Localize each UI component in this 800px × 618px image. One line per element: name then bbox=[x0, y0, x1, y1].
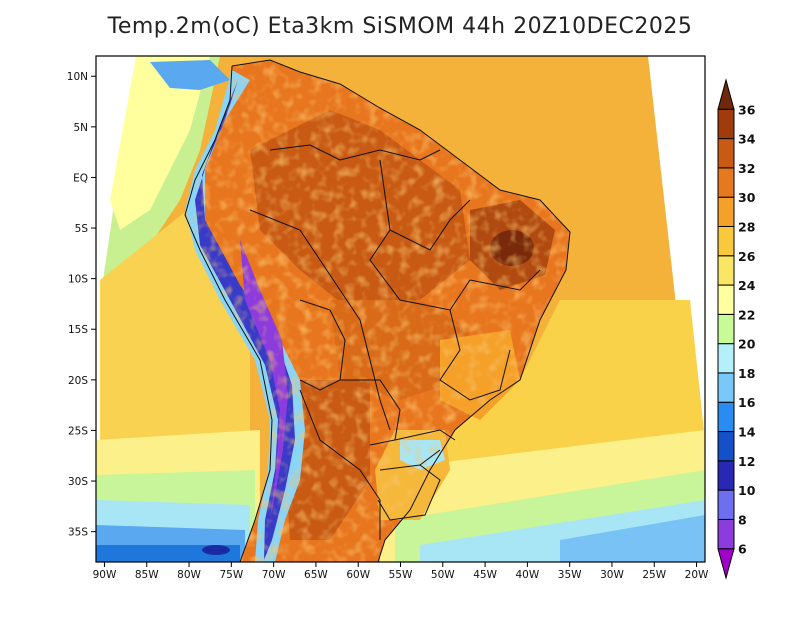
border-states-2 bbox=[439, 269, 541, 401]
colorbar-label: 18 bbox=[738, 366, 755, 381]
border-states-1 bbox=[369, 159, 471, 311]
border-states-3 bbox=[394, 429, 456, 466]
colorbar-label: 10 bbox=[738, 483, 756, 498]
x-tick-label: 20W bbox=[685, 569, 709, 581]
colorbar-label: 8 bbox=[738, 512, 747, 527]
border-brazil-north bbox=[269, 144, 441, 161]
colorbar-label: 12 bbox=[738, 454, 755, 469]
x-tick-label: 40W bbox=[516, 569, 540, 581]
y-tick-label: 35S bbox=[68, 527, 88, 539]
border-uruguay bbox=[377, 464, 441, 521]
border-brazil-west bbox=[249, 209, 391, 431]
colorbar-swatch bbox=[717, 401, 735, 433]
colorbar-label: 14 bbox=[738, 425, 756, 440]
land-field bbox=[185, 60, 570, 562]
colorbar-swatch bbox=[717, 372, 735, 403]
borders bbox=[184, 59, 571, 562]
ocean-sa-cool3 bbox=[560, 515, 705, 562]
colorbar-label: 24 bbox=[738, 278, 756, 293]
x-tick-label: 65W bbox=[304, 569, 328, 581]
colorbar-label: 34 bbox=[738, 132, 756, 147]
coastline bbox=[184, 59, 571, 562]
ocean-pacific-cold-spot bbox=[202, 545, 230, 555]
x-tick-label: 80W bbox=[177, 569, 201, 581]
colorbar-label: 28 bbox=[738, 219, 755, 234]
colorbar-label: 36 bbox=[738, 102, 756, 117]
land-texture bbox=[185, 60, 570, 562]
x-tick-label: 50W bbox=[431, 569, 455, 581]
border-paraguay bbox=[340, 379, 401, 446]
x-tick-label: 55W bbox=[389, 569, 413, 581]
colorbar-swatch bbox=[717, 138, 735, 169]
y-tick-label: 5N bbox=[73, 122, 88, 134]
colorbar-swatch bbox=[717, 108, 735, 140]
colorbar-swatch bbox=[717, 548, 735, 580]
x-tick-label: 70W bbox=[262, 569, 286, 581]
y-tick-label: 20S bbox=[68, 375, 88, 387]
colorbar-label: 16 bbox=[738, 395, 756, 410]
colorbar-swatch bbox=[717, 167, 735, 198]
colorbar-label: 26 bbox=[738, 249, 756, 264]
colorbar-label: 6 bbox=[738, 542, 747, 557]
colorbar-swatch bbox=[717, 313, 735, 345]
y-axis: 10N 5N EQ 5S 10S 15S 20S 25S 30S 35S bbox=[67, 71, 96, 539]
colorbar: 6 8 10 12 14 16 18 20 22 24 26 28 30 32 34 36 bbox=[717, 78, 756, 580]
x-tick-label: 60W bbox=[346, 569, 370, 581]
y-tick-label: EQ bbox=[73, 172, 88, 184]
colorbar-swatch bbox=[717, 225, 735, 257]
x-axis: 90W 85W 80W 75W 70W 65W 60W 55W 50W 45W 40W 35W 30W 2… bbox=[93, 562, 709, 581]
colorbar-label: 20 bbox=[738, 337, 756, 352]
colorbar-label: 22 bbox=[738, 307, 755, 322]
y-tick-label: 15S bbox=[68, 324, 88, 336]
x-tick-label: 45W bbox=[473, 569, 497, 581]
x-tick-label: 75W bbox=[219, 569, 243, 581]
colorbar-label: 30 bbox=[738, 190, 756, 205]
colorbar-label: 32 bbox=[738, 161, 755, 176]
colorbar-swatch bbox=[717, 460, 735, 491]
ocean-caribbean-coast bbox=[150, 60, 230, 90]
colorbar-swatch bbox=[717, 489, 735, 520]
x-tick-label: 85W bbox=[135, 569, 159, 581]
y-tick-label: 30S bbox=[68, 476, 88, 488]
x-tick-label: 25W bbox=[642, 569, 666, 581]
y-tick-label: 10N bbox=[67, 71, 88, 83]
y-tick-label: 5S bbox=[75, 223, 89, 235]
x-tick-label: 35W bbox=[558, 569, 582, 581]
colorbar-swatch bbox=[717, 518, 735, 550]
ocean-south-atlantic-mid bbox=[380, 300, 705, 470]
map-frame bbox=[95, 55, 706, 563]
ocean-pacific-mid bbox=[110, 56, 210, 230]
colorbar-swatch bbox=[717, 255, 735, 286]
x-tick-label: 30W bbox=[600, 569, 624, 581]
y-tick-label: 25S bbox=[68, 425, 88, 437]
colorbar-swatch bbox=[717, 78, 735, 110]
y-tick-label: 10S bbox=[68, 274, 88, 286]
colorbar-swatch bbox=[717, 196, 735, 227]
map-title: Temp.2m(oC) Eta3km SiSMOM 44h 20Z10DEC20… bbox=[107, 14, 693, 39]
colorbar-swatch bbox=[717, 284, 735, 315]
border-bolivia bbox=[299, 299, 346, 391]
colorbar-swatch bbox=[717, 343, 735, 374]
x-tick-label: 90W bbox=[93, 569, 117, 581]
border-argentina bbox=[299, 389, 381, 540]
colorbar-swatch bbox=[717, 431, 735, 462]
